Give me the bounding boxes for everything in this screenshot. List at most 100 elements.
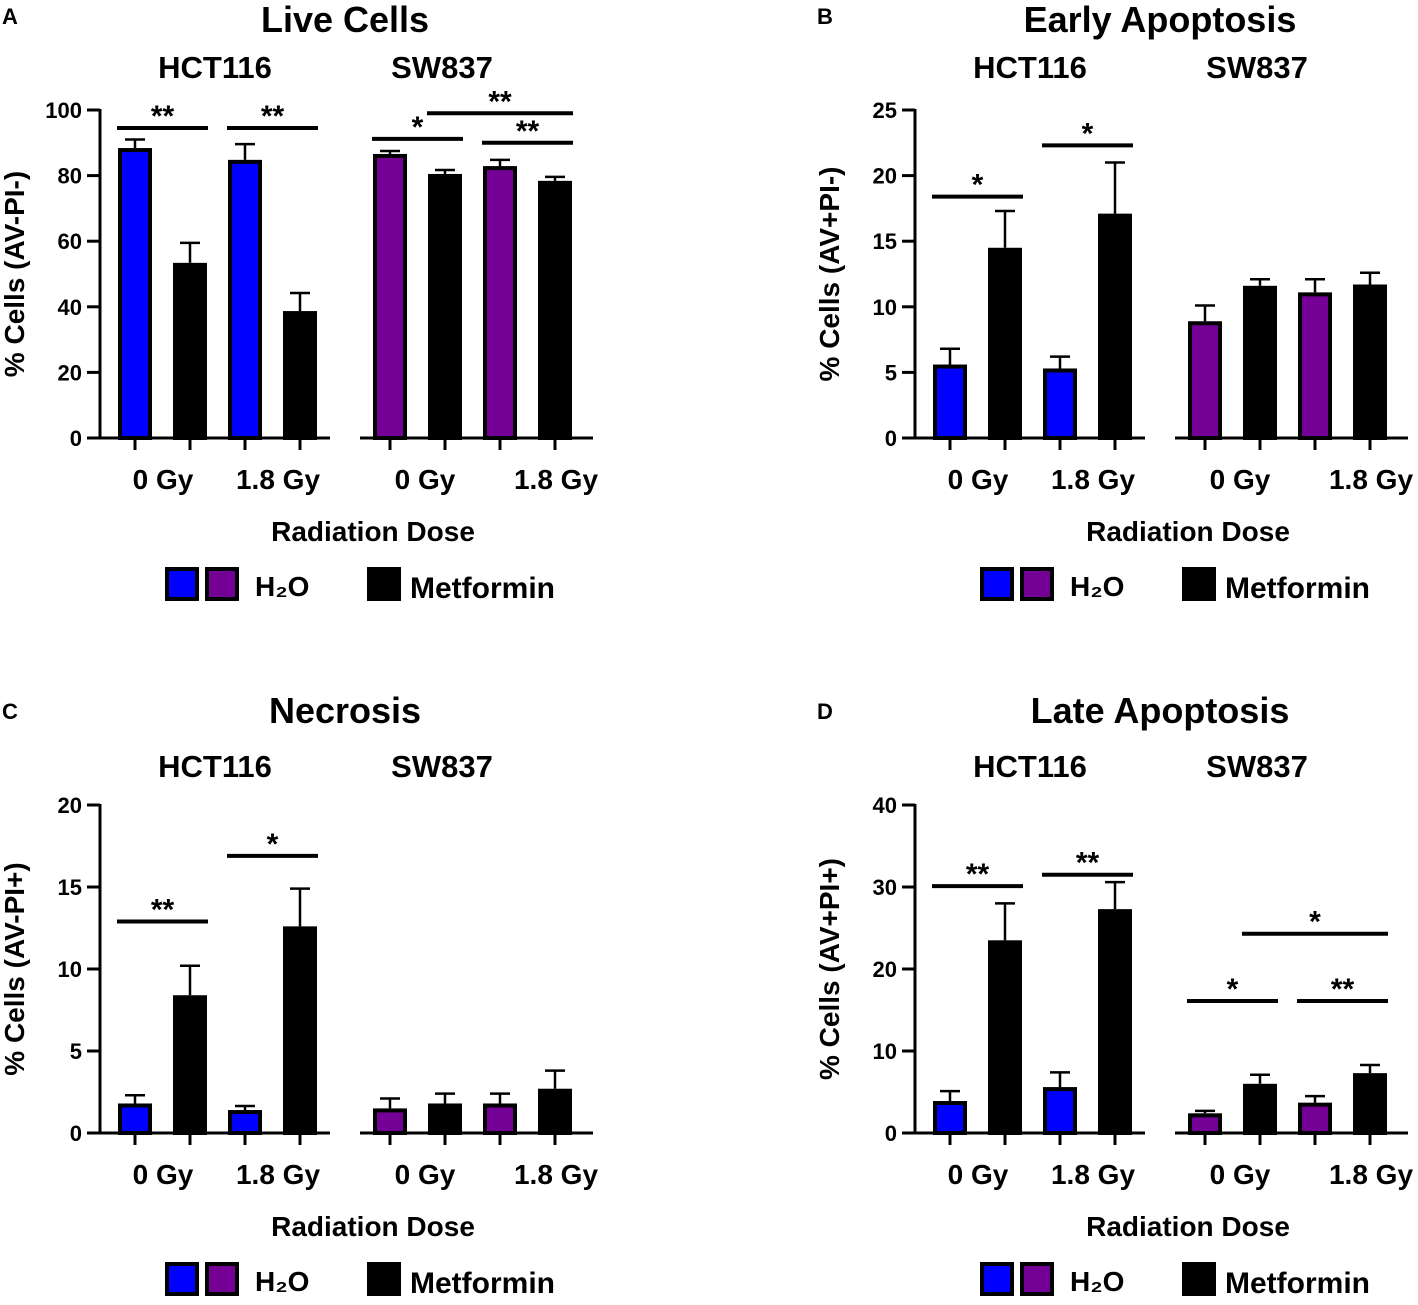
x-tick-label: 1.8 Gy [514, 1159, 598, 1190]
y-axis-label: % Cells (AV+PI+) [814, 858, 845, 1080]
group-label-hct116: HCT116 [158, 749, 272, 784]
y-tick-label: 10 [58, 957, 82, 982]
significance-label: ** [1076, 847, 1100, 880]
bar-metformin [173, 995, 207, 1135]
significance-label: * [1309, 906, 1321, 939]
y-tick-label: 25 [873, 98, 897, 123]
panel-c: C Necrosis HCT116 SW837 0 5 10 15 20 % Cells (AV-… [0, 690, 598, 1300]
x-tick-label: 1.8 Gy [236, 464, 320, 495]
legend-swatch-metformin [1182, 567, 1216, 601]
bar-h2o [933, 364, 967, 441]
bar-h2o [373, 153, 407, 440]
group-label-hct116: HCT116 [973, 749, 1087, 784]
x-tick-label: 1.8 Gy [1329, 464, 1413, 495]
y-tick-label: 0 [885, 1121, 897, 1146]
bar-metformin [173, 262, 207, 440]
bar-metformin [1243, 285, 1277, 441]
bar-h2o [228, 1110, 262, 1136]
x-tick-label: 1.8 Gy [514, 464, 598, 495]
legend-swatch-hct116-h2o [980, 1262, 1014, 1296]
y-tick-label: 40 [58, 295, 82, 320]
x-tick-label: 1.8 Gy [1051, 1159, 1135, 1190]
bar-metformin [1353, 284, 1387, 440]
y-tick-label: 80 [58, 164, 82, 189]
y-tick-label: 30 [873, 875, 897, 900]
legend-swatch-hct116-h2o [165, 567, 199, 601]
x-tick-label: 0 Gy [395, 1159, 456, 1190]
bar-metformin [283, 926, 317, 1135]
significance-label: ** [1331, 973, 1355, 1006]
x-tick-label: 0 Gy [133, 1159, 194, 1190]
bar-h2o [1043, 368, 1077, 440]
panel-label: B [817, 4, 833, 29]
panel-d: D Late Apoptosis HCT116 SW837 0 10 20 30 40 % Cel… [814, 690, 1413, 1300]
bar-h2o [1188, 321, 1222, 440]
group-label-sw837: SW837 [391, 749, 493, 784]
x-axis-label: Radiation Dose [271, 1211, 475, 1242]
bar-h2o [373, 1108, 407, 1135]
x-tick-label: 1.8 Gy [236, 1159, 320, 1190]
legend-swatch-metformin [1182, 1262, 1216, 1296]
y-tick-label: 0 [885, 426, 897, 451]
y-axis-label: % Cells (AV-PI+) [0, 862, 30, 1075]
y-tick-label: 0 [70, 1121, 82, 1146]
y-tick-label: 5 [70, 1039, 82, 1064]
bar-h2o [483, 166, 517, 440]
y-tick-label: 20 [58, 360, 82, 385]
y-tick-label: 20 [58, 793, 82, 818]
legend-swatch-metformin [367, 1262, 401, 1296]
bar-metformin [988, 940, 1022, 1135]
legend-swatch-sw837-h2o [205, 1262, 239, 1296]
x-axis-label: Radiation Dose [1086, 1211, 1290, 1242]
bar-metformin [1098, 213, 1132, 440]
y-tick-label: 15 [873, 229, 897, 254]
legend-label-h2o: H₂O [1070, 1266, 1124, 1297]
significance-label: ** [966, 858, 990, 891]
significance-label: * [412, 111, 424, 144]
legend-label-h2o: H₂O [1070, 571, 1124, 602]
x-tick-label: 0 Gy [1210, 1159, 1271, 1190]
legend-swatch-hct116-h2o [165, 1262, 199, 1296]
panel-label: C [2, 699, 18, 724]
legend-swatch-hct116-h2o [980, 567, 1014, 601]
x-tick-label: 1.8 Gy [1329, 1159, 1413, 1190]
significance-label: * [972, 169, 984, 202]
legend: H₂O Metformin [165, 567, 555, 605]
bar-metformin [538, 180, 572, 440]
chart-title: Necrosis [269, 690, 421, 731]
legend: H₂O Metformin [165, 1262, 555, 1300]
bar-metformin [428, 1103, 462, 1136]
bar-h2o [118, 1103, 152, 1136]
significance-label: * [1082, 117, 1094, 150]
legend-label-metformin: Metformin [410, 572, 555, 605]
bar-h2o [228, 159, 262, 441]
x-tick-label: 0 Gy [133, 464, 194, 495]
x-axis-label: Radiation Dose [1086, 516, 1290, 547]
legend-swatch-metformin [367, 567, 401, 601]
bar-metformin [1243, 1083, 1277, 1135]
y-tick-label: 15 [58, 875, 82, 900]
legend-swatch-sw837-h2o [1020, 567, 1054, 601]
bar-metformin [988, 247, 1022, 440]
significance-label: * [1227, 973, 1239, 1006]
group-label-sw837: SW837 [391, 50, 493, 85]
significance-label: ** [488, 85, 512, 118]
legend: H₂O Metformin [980, 1262, 1370, 1300]
group-label-hct116: HCT116 [973, 50, 1087, 85]
legend-label-h2o: H₂O [255, 1266, 309, 1297]
bar-h2o [118, 148, 152, 440]
significance-label: ** [261, 100, 285, 133]
bar-metformin [428, 173, 462, 441]
x-tick-label: 0 Gy [1210, 464, 1271, 495]
y-tick-label: 5 [885, 360, 897, 385]
panel-a: A Live Cells HCT116 SW837 0 20 40 60 80 100 % Cell… [0, 0, 598, 605]
significance-label: * [267, 828, 279, 861]
y-tick-label: 20 [873, 164, 897, 189]
significance-label: ** [516, 115, 540, 148]
legend-swatch-sw837-h2o [1020, 1262, 1054, 1296]
legend-label-metformin: Metformin [1225, 572, 1370, 605]
y-axis-label: % Cells (AV-PI-) [0, 171, 30, 377]
bar-h2o [1043, 1087, 1077, 1135]
y-axis-label: % Cells (AV+PI-) [814, 167, 845, 382]
chart-title: Early Apoptosis [1024, 0, 1297, 40]
